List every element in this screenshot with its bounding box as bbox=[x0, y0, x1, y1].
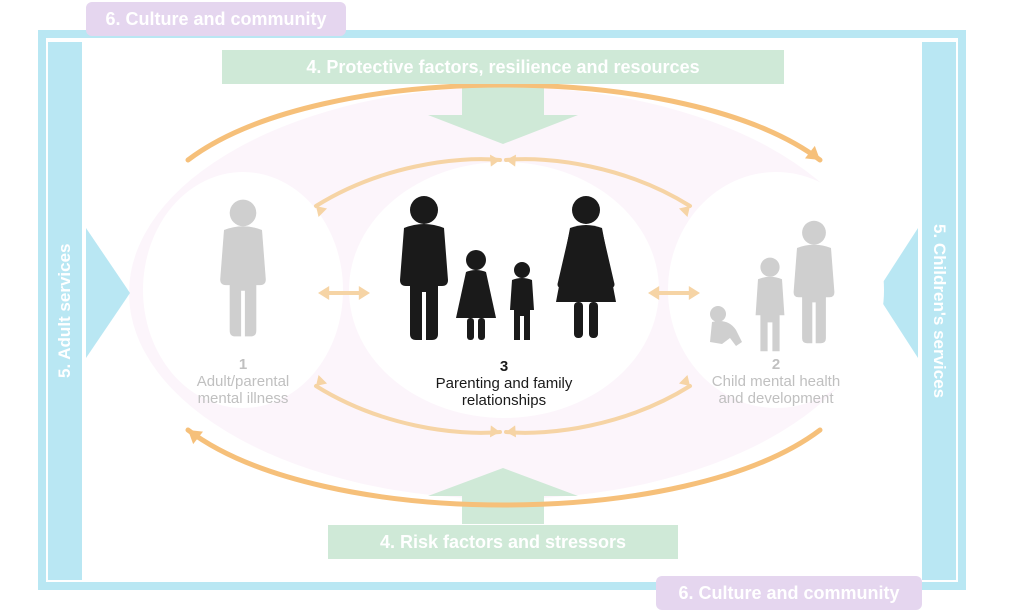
node-right-num: 2 bbox=[666, 356, 886, 373]
protective-factors-label: 4. Protective factors, resilience and re… bbox=[306, 57, 699, 78]
culture-pill-top: 6. Culture and community bbox=[86, 2, 346, 36]
childrens-services-label: 5. Children's services bbox=[929, 224, 949, 398]
culture-pill-bottom: 6. Culture and community bbox=[656, 576, 922, 610]
node-center-line2: relationships bbox=[394, 392, 614, 409]
culture-pill-top-label: 6. Culture and community bbox=[105, 9, 326, 30]
culture-pill-bottom-label: 6. Culture and community bbox=[678, 583, 899, 604]
node-right-label: 2 Child mental health and development bbox=[666, 356, 886, 407]
adult-services-label: 5. Adult services bbox=[55, 244, 75, 379]
adult-services-band: 5. Adult services bbox=[48, 42, 82, 580]
diagram-stage: 6. Culture and community 6. Culture and … bbox=[0, 0, 1023, 610]
risk-factors-label: 4. Risk factors and stressors bbox=[380, 532, 626, 553]
childrens-services-band: 5. Children's services bbox=[922, 42, 956, 580]
node-center-num: 3 bbox=[394, 358, 614, 375]
node-center-line1: Parenting and family bbox=[394, 375, 614, 392]
risk-factors-band: 4. Risk factors and stressors bbox=[328, 525, 678, 559]
node-left-line1: Adult/parental bbox=[133, 373, 353, 390]
node-left-line2: mental illness bbox=[133, 390, 353, 407]
protective-factors-band: 4. Protective factors, resilience and re… bbox=[222, 50, 784, 84]
node-left-label: 1 Adult/parental mental illness bbox=[133, 356, 353, 407]
node-right-line2: and development bbox=[666, 390, 886, 407]
node-center-label: 3 Parenting and family relationships bbox=[394, 358, 614, 409]
node-left-num: 1 bbox=[133, 356, 353, 373]
node-right-line1: Child mental health bbox=[666, 373, 886, 390]
diagram-svg bbox=[0, 0, 1023, 610]
